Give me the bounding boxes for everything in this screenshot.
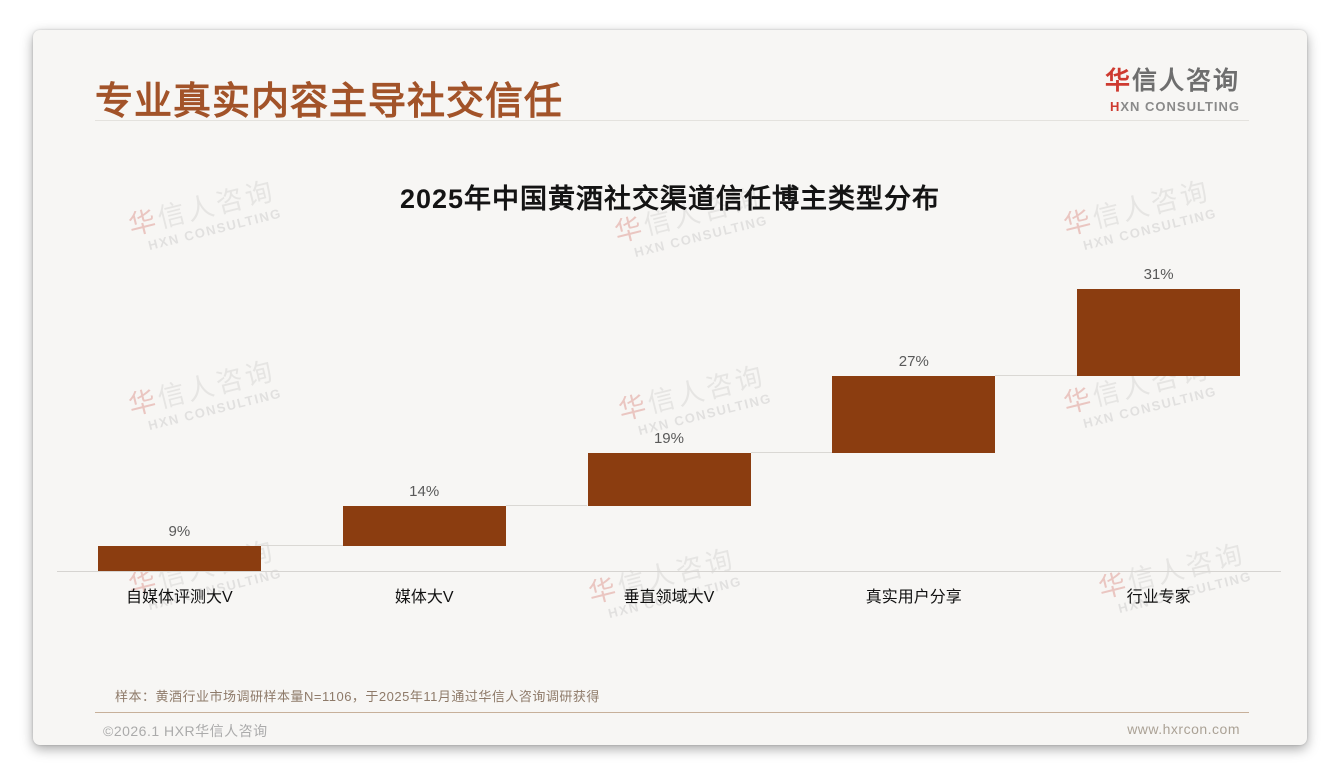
waterfall-bar	[832, 376, 996, 453]
waterfall-bar	[587, 452, 751, 507]
bar-value-label: 9%	[168, 522, 191, 540]
header-divider	[95, 120, 1249, 121]
bar-value-label: 14%	[409, 483, 440, 501]
logo-accent-letter: H	[1109, 99, 1121, 114]
category-label: 垂直领域大V	[623, 589, 715, 606]
bar-value-label: 31%	[1143, 266, 1174, 283]
waterfall-chart: 9% 自媒体评测大V 14% 媒体大V 19% 垂直领域大V 27% 真实用户分享 31% 行业专…	[57, 266, 1281, 606]
category-label: 媒体大V	[394, 589, 454, 606]
step-connector-line	[995, 375, 1078, 377]
logo-accent-char: 华	[1104, 67, 1132, 95]
category-label: 自媒体评测大V	[126, 589, 233, 606]
source-note: 样本：黄酒行业市场调研样本量N=1106，于2025年11月通过华信人咨询调研获…	[115, 689, 600, 704]
logo-english-rest: XN CONSULTING	[1120, 99, 1240, 114]
waterfall-bar	[97, 545, 261, 571]
category-label: 行业专家	[1126, 589, 1191, 606]
step-connector-line	[750, 451, 833, 453]
step-connector-line	[260, 544, 343, 546]
category-label: 真实用户分享	[865, 589, 962, 606]
slide-card: 华信人咨询 HXN CONSULTING 华信人咨询 HXN CONSULTING 华信…	[33, 30, 1307, 745]
company-logo: 华信人咨询 HXN CONSULTING	[1105, 61, 1240, 114]
logo-chinese-text: 华信人咨询	[1105, 61, 1240, 97]
copyright-text: ©2026.1 HXR华信人咨询	[103, 723, 268, 739]
website-url: www.hxrcon.com	[1127, 721, 1240, 737]
step-connector-line	[505, 505, 588, 507]
waterfall-bar	[342, 506, 506, 546]
bar-value-label: 19%	[653, 429, 684, 447]
x-axis-baseline	[57, 571, 1281, 572]
footer-divider	[95, 712, 1249, 713]
bar-value-label: 27%	[898, 353, 929, 371]
logo-english-text: HXN CONSULTING	[1105, 99, 1240, 114]
chart-title: 2025年中国黄酒社交渠道信任博主类型分布	[399, 184, 941, 214]
waterfall-bar	[1077, 289, 1241, 377]
page-title: 专业真实内容主导社交信任	[95, 81, 564, 123]
logo-chinese-rest: 信人咨询	[1131, 67, 1240, 95]
